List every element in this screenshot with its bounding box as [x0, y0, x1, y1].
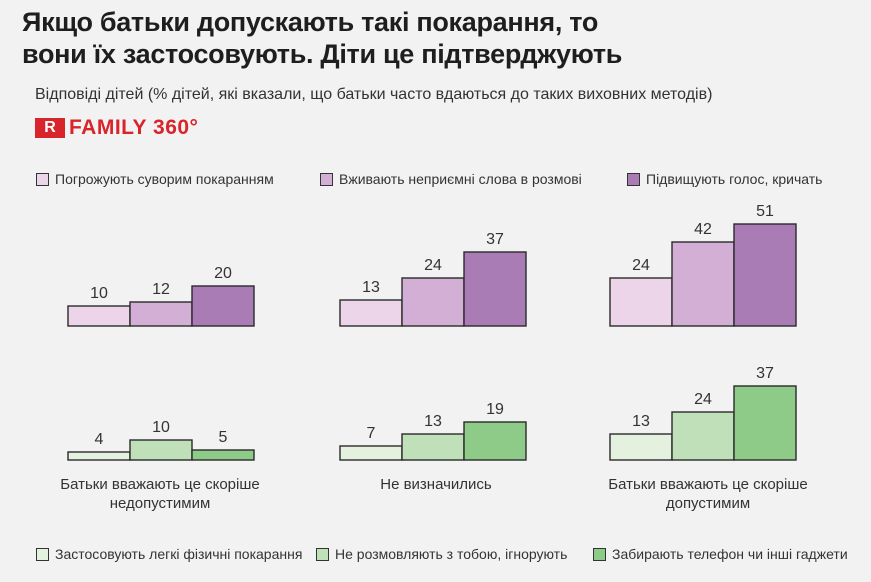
bar-top-s2-c1 — [129, 301, 193, 327]
legend-bottom-1: Застосовують легкі фізичні покарання — [36, 546, 302, 562]
bar-top-s1-c3 — [609, 277, 673, 327]
bar-top-s3-c1 — [191, 285, 255, 327]
legend-top-3: Підвищують голос, кричать — [627, 171, 822, 187]
chart-title: Якщо батьки допускають такі покарання, т… — [22, 6, 862, 70]
bar-value-label: 5 — [219, 429, 228, 446]
category-label-line: допустимим — [665, 495, 751, 512]
legend-top-1: Погрожують суворим покаранням — [36, 171, 274, 187]
legend-label: Вживають неприємні слова в розмові — [339, 171, 582, 187]
legend-swatch — [320, 172, 333, 186]
bar-value-label: 42 — [694, 221, 712, 238]
legend-label: Підвищують голос, кричать — [646, 171, 823, 187]
bar-top-s3-c2 — [463, 251, 527, 327]
family360-logo: R FAMILY 360° — [35, 116, 199, 139]
category-label-line: Батьки вважають це скоріше — [60, 476, 260, 493]
bar-bottom-s1-c1 — [67, 451, 131, 461]
legend-bottom-3: Забирають телефон чи інші гаджети — [593, 546, 848, 562]
bar-top-s2-c2 — [401, 277, 465, 327]
bar-top-s1-c2 — [339, 299, 403, 327]
bar-value-label: 24 — [424, 257, 442, 274]
bar-value-label: 51 — [756, 203, 774, 220]
legend-top-2: Вживають неприємні слова в розмові — [320, 171, 582, 187]
legend-label: Не розмовляють з тобою, ігнорують — [335, 546, 568, 562]
legend-swatch — [36, 172, 49, 186]
legend-swatch — [36, 547, 49, 561]
bar-value-label: 13 — [424, 413, 442, 430]
bar-value-label: 24 — [632, 257, 650, 274]
bar-value-label: 37 — [486, 231, 504, 248]
category-label-1: Батьки вважають це скоріше недопустимим — [45, 475, 275, 513]
bar-value-label: 13 — [362, 279, 380, 296]
bar-value-label: 10 — [90, 285, 108, 302]
chart-subtitle: Відповіді дітей (% дітей, які вказали, щ… — [35, 86, 713, 103]
category-label-2: Не визначились — [321, 475, 551, 494]
bar-bottom-s3-c3 — [733, 385, 797, 461]
bar-top-s2-c3 — [671, 241, 735, 327]
bar-top-s1-c1 — [67, 305, 131, 327]
bar-bottom-s2-c1 — [129, 439, 193, 461]
legend-swatch — [593, 547, 606, 561]
legend-swatch — [316, 547, 329, 561]
category-label-line: недопустимим — [109, 495, 211, 512]
bar-bottom-s3-c2 — [463, 421, 527, 461]
logo-mark: R — [35, 118, 65, 138]
bar-value-label: 13 — [632, 413, 650, 430]
bar-value-label: 37 — [756, 365, 774, 382]
bar-value-label: 4 — [95, 431, 104, 448]
legend-bottom-2: Не розмовляють з тобою, ігнорують — [316, 546, 567, 562]
legend-label: Застосовують легкі фізичні покарання — [55, 546, 303, 562]
category-label-line: Батьки вважають це скоріше — [608, 476, 808, 493]
bar-value-label: 7 — [367, 425, 376, 442]
bar-bottom-s1-c3 — [609, 433, 673, 461]
category-label-3: Батьки вважають це скоріше допустимим — [593, 475, 823, 513]
bar-bottom-s2-c2 — [401, 433, 465, 461]
category-label-line: Не визначились — [380, 476, 492, 493]
title-line-1: Якщо батьки допускають такі покарання, т… — [22, 7, 599, 37]
legend-label: Забирають телефон чи інші гаджети — [612, 546, 848, 562]
title-line-2: вони їх застосовують. Діти це підтверджу… — [22, 39, 623, 69]
bar-value-label: 12 — [152, 281, 170, 298]
legend-swatch — [627, 172, 640, 186]
bar-value-label: 24 — [694, 391, 712, 408]
bar-value-label: 20 — [214, 265, 232, 282]
bar-value-label: 10 — [152, 419, 170, 436]
logo-text: FAMILY 360° — [69, 116, 199, 139]
bar-bottom-s3-c1 — [191, 449, 255, 461]
bar-bottom-s2-c3 — [671, 411, 735, 461]
legend-label: Погрожують суворим покаранням — [55, 171, 274, 187]
bar-bottom-s1-c2 — [339, 445, 403, 461]
bar-top-s3-c3 — [733, 223, 797, 327]
bar-value-label: 19 — [486, 401, 504, 418]
